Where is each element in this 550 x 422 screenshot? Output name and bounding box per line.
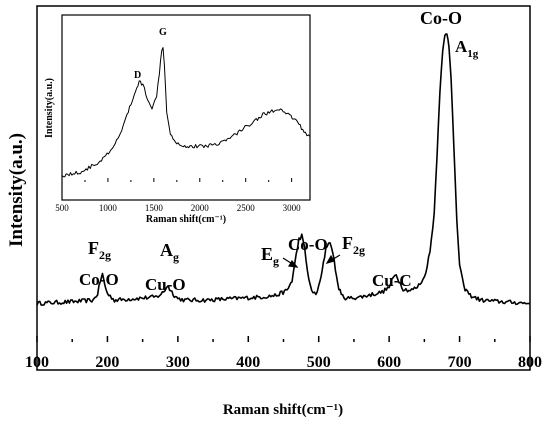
inset-x-axis-label: Raman shift(cm⁻¹) — [146, 214, 226, 225]
inset-x-ticks — [61, 178, 293, 182]
arrowhead-f2g — [325, 254, 335, 264]
inset-plot-frame — [61, 14, 311, 201]
annotation-co-o-left: Co-O — [79, 270, 119, 289]
inset-x-tick-label-1500: 1500 — [145, 203, 164, 213]
main-x-tick-labels: 100 200 300 400 500 600 700 800 — [25, 354, 542, 371]
annotation-eg: Eg — [261, 244, 279, 268]
main-x-tick-label-800: 800 — [518, 354, 542, 371]
annotation-a1g: A1g — [455, 37, 479, 60]
inset-x-tick-label-3000: 3000 — [283, 203, 302, 213]
main-x-tick-label-700: 700 — [448, 354, 472, 371]
annotation-arrows — [282, 254, 341, 268]
inset-x-tick-label-1000: 1000 — [99, 203, 118, 213]
inset-x-tick-label-2000: 2000 — [191, 203, 210, 213]
main-spectrum-line — [36, 33, 531, 306]
annotation-ag: Ag — [160, 240, 179, 264]
inset-x-tick-label-500: 500 — [55, 203, 69, 213]
annotation-f2g-right: F2g — [342, 233, 365, 257]
main-x-tick-label-200: 200 — [95, 354, 119, 371]
arrowhead-eg — [288, 259, 299, 268]
inset-x-tick-label-2500: 2500 — [237, 203, 256, 213]
main-x-tick-label-100: 100 — [25, 354, 49, 371]
main-x-ticks — [36, 336, 531, 342]
annotation-cu-c: Cu-C — [372, 271, 412, 290]
main-x-tick-label-600: 600 — [377, 354, 401, 371]
annotation-co-o-middle: Co-O — [288, 235, 328, 254]
annotation-cu-o: Cu-O — [145, 275, 186, 294]
main-y-axis-label: Intensity(a.u.) — [6, 133, 27, 247]
inset-spectrum-line — [61, 47, 311, 178]
inset-annotation-g: G — [159, 27, 167, 38]
annotation-co-o-top: Co-O — [420, 8, 462, 28]
main-x-tick-label-300: 300 — [166, 354, 190, 371]
main-x-tick-label-400: 400 — [236, 354, 260, 371]
inset-x-tick-labels: 500 1000 1500 2000 2500 3000 — [55, 203, 301, 213]
main-plot-frame — [36, 5, 531, 371]
main-x-axis-label: Raman shift(cm⁻¹) — [223, 402, 343, 418]
inset-y-axis-label: Intensity(a.u.) — [44, 78, 55, 138]
inset-annotation-d: D — [134, 70, 141, 81]
main-x-tick-label-500: 500 — [307, 354, 331, 371]
annotation-f2g-left: F2g — [88, 238, 111, 262]
